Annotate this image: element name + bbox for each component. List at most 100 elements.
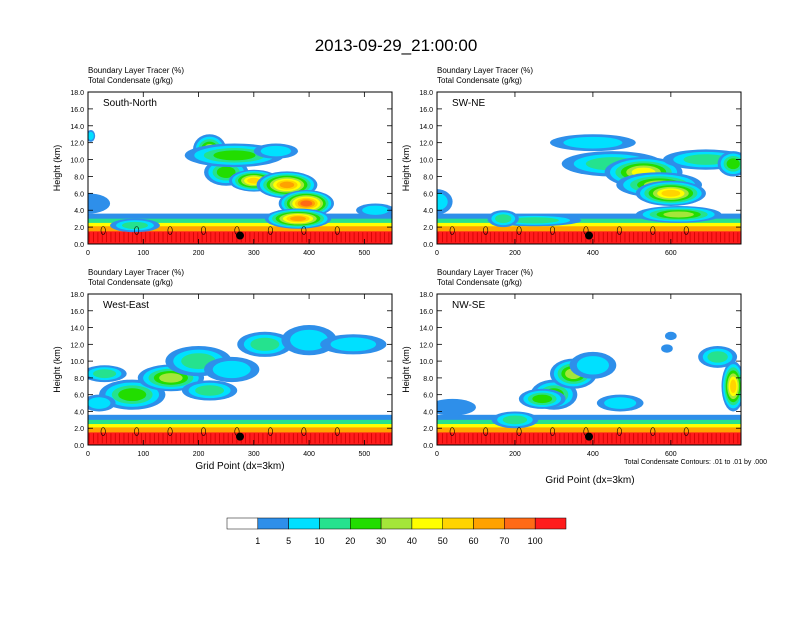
plume-level-3 [195, 385, 225, 396]
tracer-plume [237, 331, 293, 357]
plume-level-1 [88, 193, 111, 214]
plume-level-3 [502, 415, 528, 425]
ytick-label: 18.0 [70, 292, 84, 299]
colorbar-label: 10 [314, 536, 324, 546]
ylabel: Height (km) [401, 346, 411, 393]
condensate-contour [616, 427, 622, 436]
colorbar-swatch [288, 517, 320, 530]
ytick-label: 14.0 [419, 326, 433, 333]
tracer-plume [665, 331, 677, 341]
condensate-contour [134, 226, 140, 235]
subtitle-tracer: Boundary Layer Tracer (%) [88, 66, 184, 75]
subtitle-tracer: Boundary Layer Tracer (%) [437, 268, 533, 277]
tracer-plume [110, 218, 160, 233]
tracer-plume [596, 394, 644, 412]
plume-level-7 [730, 379, 737, 394]
condensate-contour [550, 427, 556, 436]
colorbar-label: 50 [438, 536, 448, 546]
tracer-plume [487, 210, 519, 228]
subtitle-tracer: Boundary Layer Tracer (%) [88, 268, 184, 277]
plume-level-7 [247, 177, 261, 184]
plume-level-8 [290, 216, 306, 222]
ytick-label: 2.0 [74, 225, 84, 232]
tracer-plume [518, 388, 566, 409]
ytick-label: 8.0 [74, 376, 84, 383]
ytick-label: 10.0 [419, 359, 433, 366]
xlabel-left: Grid Point (dx=3km) [195, 461, 284, 472]
tracer-plume [569, 351, 617, 379]
plot-area [88, 294, 392, 445]
condensate-contour [483, 427, 489, 436]
xtick-label: 500 [359, 451, 371, 458]
ytick-label: 16.0 [70, 309, 84, 316]
xtick-label: 300 [248, 451, 260, 458]
condensate-contour [650, 226, 656, 235]
ytick-label: 12.0 [419, 141, 433, 148]
tracer-plume [253, 143, 299, 159]
ytick-label: 12.0 [419, 342, 433, 349]
colorbar-swatch [411, 517, 443, 530]
panel-3: 0.0 2.0 4.0 6.0 8.0 10.0 12.0 14.0 16.0 18.0 0 200 4… [401, 268, 742, 458]
tracer-plume [661, 344, 673, 353]
condensate-contour [134, 427, 140, 436]
plume-level-7 [661, 189, 681, 197]
xtick-label: 200 [509, 250, 521, 257]
plot-frame [436, 293, 742, 446]
xtick-label: 300 [248, 250, 260, 257]
xtick-label: 600 [665, 451, 677, 458]
xtick-label: 100 [137, 250, 149, 257]
panel-2: 0.0 2.0 4.0 6.0 8.0 10.0 12.0 14.0 16.0 18.0 0 100 2… [52, 268, 393, 458]
xtick-label: 200 [193, 451, 205, 458]
xtick-label: 200 [193, 250, 205, 257]
condensate-contour [201, 427, 207, 436]
plume-level-4 [118, 388, 147, 402]
plume-level-3 [509, 217, 559, 224]
plume-level-4 [726, 158, 740, 170]
tracer-plume [635, 180, 706, 206]
condensate-contour [100, 427, 106, 436]
colorbar: 1 5 10 20 30 40 50 60 70 100 [226, 517, 567, 546]
ytick-label: 10.0 [70, 158, 84, 165]
colorbar-label: 30 [376, 536, 386, 546]
ytick-label: 4.0 [74, 409, 84, 416]
ytick-label: 14.0 [70, 326, 84, 333]
ytick-label: 6.0 [74, 393, 84, 400]
plume-level-2 [88, 397, 111, 409]
ylabel: Height (km) [52, 145, 62, 192]
location-marker [236, 231, 244, 240]
plume-level-9 [300, 200, 313, 207]
condensate-contour [616, 226, 622, 235]
plume-level-3 [495, 214, 512, 224]
colorbar-swatch [350, 517, 382, 530]
plot-area [88, 92, 392, 244]
ytick-label: 16.0 [419, 309, 433, 316]
condensate-contour [516, 226, 522, 235]
plume-level-3 [93, 369, 117, 379]
ytick-label: 18.0 [70, 90, 84, 97]
colorbar-swatch [257, 517, 289, 530]
colorbar-swatch [319, 517, 351, 530]
ytick-label: 0.0 [74, 242, 84, 249]
tracer-plume [204, 356, 260, 383]
subtitle-condensate: Total Condensate (g/kg) [437, 278, 522, 287]
ytick-label: 12.0 [70, 141, 84, 148]
subtitle-condensate: Total Condensate (g/kg) [88, 278, 173, 287]
plume-level-3 [707, 351, 728, 363]
ytick-label: 4.0 [74, 208, 84, 215]
colorbar-label: 60 [469, 536, 479, 546]
condensate-contour [267, 427, 273, 436]
colorbar-label: 70 [499, 536, 509, 546]
xtick-label: 0 [435, 250, 439, 257]
plume-level-1 [437, 398, 476, 416]
plume-level-2 [437, 193, 448, 211]
plume-level-3 [121, 221, 149, 229]
ytick-label: 6.0 [74, 191, 84, 198]
tracer-plume [320, 334, 387, 355]
colorbar-swatch [473, 517, 505, 530]
tracer-plume [256, 171, 318, 199]
figure-title: 2013-09-29_21:00:00 [315, 36, 478, 55]
xtick-label: 500 [359, 250, 371, 257]
plume-level-2 [362, 205, 389, 215]
plume-level-2 [576, 356, 609, 375]
tracer-plume [181, 380, 238, 401]
